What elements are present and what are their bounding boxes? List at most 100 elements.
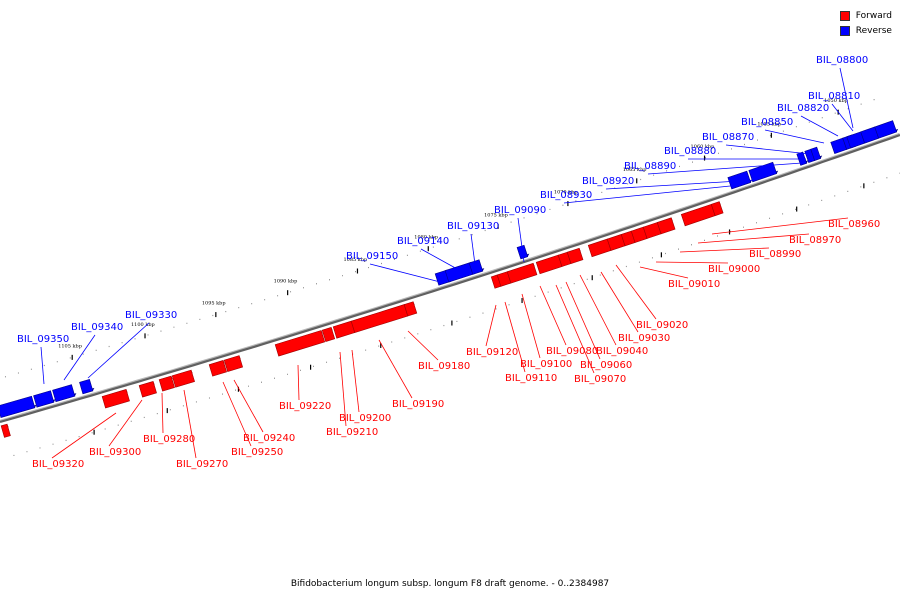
leader-line <box>711 217 849 235</box>
reverse-swatch <box>839 25 850 36</box>
reverse-gene <box>860 126 881 144</box>
reverse-gene <box>810 146 823 161</box>
gene-label-bil-09270: BIL_09270 <box>176 459 228 470</box>
gene-label-bil-09250: BIL_09250 <box>231 447 283 458</box>
reverse-gene <box>79 378 95 395</box>
tick-label: 1090 kbp <box>274 279 298 285</box>
leader-line <box>539 285 567 346</box>
gene-features <box>0 120 899 438</box>
gene-face <box>710 201 724 217</box>
forward-gene <box>321 326 336 342</box>
forward-gene <box>171 369 195 388</box>
gene-face <box>33 390 55 408</box>
leader-line <box>351 349 360 413</box>
reverse-gene <box>830 137 849 154</box>
forward-gene <box>656 217 676 235</box>
leader-line <box>600 271 639 333</box>
leader-line <box>639 266 689 279</box>
gene-label-bil-09330: BIL_09330 <box>125 310 177 321</box>
forward-gene <box>587 238 612 258</box>
gene-label-bil-08990: BIL_08990 <box>749 249 801 260</box>
leader-line <box>40 346 45 385</box>
reverse-gene <box>0 395 37 418</box>
leader-line <box>183 389 197 459</box>
leader-line <box>563 184 741 204</box>
leader-line <box>420 248 460 271</box>
inner-scale-track <box>13 172 900 457</box>
legend-forward: Forward <box>839 8 892 23</box>
gene-face <box>274 330 326 357</box>
gene-label-bil-09220: BIL_09220 <box>279 401 331 412</box>
reverse-gene <box>748 161 779 183</box>
map-caption: Bifidobacterium longum subsp. longum F8 … <box>290 579 610 589</box>
gene-label-bil-08960: BIL_08960 <box>828 219 880 230</box>
gene-label-bil-09280: BIL_09280 <box>143 434 195 445</box>
reverse-gene <box>52 384 77 403</box>
leader-line <box>233 379 264 433</box>
leader-line <box>87 322 150 379</box>
gene-face <box>79 378 94 395</box>
tick-label: 1080 kbp <box>414 235 438 241</box>
leader-line <box>565 281 601 360</box>
gene-face <box>223 355 244 372</box>
tick-label: 1065 kbp <box>623 167 647 173</box>
gene-face <box>656 217 676 235</box>
forward-gene <box>403 301 418 317</box>
leader-line <box>655 261 729 264</box>
leader-line <box>378 339 413 399</box>
gene-label-bil-09300: BIL_09300 <box>89 447 141 458</box>
genome-backbone <box>0 132 900 424</box>
gene-label-bil-09100: BIL_09100 <box>520 359 572 370</box>
reverse-gene <box>33 390 56 408</box>
leader-line <box>831 103 854 132</box>
gene-label-bil-09070: BIL_09070 <box>574 374 626 385</box>
gene-label-bil-09130: BIL_09130 <box>447 221 499 232</box>
leader-line <box>504 301 526 373</box>
gene-label-bil-09110: BIL_09110 <box>505 373 557 384</box>
gene-label-bil-09350: BIL_09350 <box>17 334 69 345</box>
scale-ticks: 1050 kbp 1055 kbp 1060 kbp 1065 kbp 1070 kbp… <box>4 98 900 457</box>
gene-label-bil-09140: BIL_09140 <box>397 236 449 247</box>
leader-line <box>839 67 854 129</box>
forward-gene <box>620 230 636 247</box>
tick-label: 1105 kbp <box>58 343 82 349</box>
forward-gene <box>208 360 228 377</box>
forward-swatch <box>839 10 850 21</box>
forward-gene <box>158 375 175 392</box>
forward-gene <box>496 271 512 287</box>
outer-scale-track <box>4 98 875 378</box>
gene-label-bil-09080: BIL_09080 <box>546 346 598 357</box>
tick-label: 1060 kbp <box>691 144 715 150</box>
leader-line <box>579 274 617 346</box>
leader-line <box>297 364 300 401</box>
gene-face <box>208 360 228 377</box>
forward-gene <box>274 330 326 357</box>
gene-label-bil-08800: BIL_08800 <box>816 55 868 66</box>
gene-label-bil-09010: BIL_09010 <box>668 279 720 290</box>
gene-face <box>587 238 612 258</box>
tick-label: 1095 kbp <box>202 301 226 307</box>
gene-label-bil-09030: BIL_09030 <box>618 333 670 344</box>
gene-label-bil-09200: BIL_09200 <box>339 413 391 424</box>
leader-line <box>407 330 439 361</box>
forward-gene <box>138 381 157 398</box>
leader-line <box>615 264 657 320</box>
gene-label-bil-09340: BIL_09340 <box>71 322 123 333</box>
gene-label-bil-09320: BIL_09320 <box>32 459 84 470</box>
leader-line <box>679 247 770 253</box>
gene-label-bil-08930: BIL_08930 <box>540 190 592 201</box>
gene-face <box>171 369 195 388</box>
gene-label-bil-08820: BIL_08820 <box>777 103 829 114</box>
forward-gene <box>642 222 662 239</box>
leader-line <box>725 144 811 155</box>
tick-label: 1070 kbp <box>554 190 578 196</box>
tick-label: 1100 kbp <box>131 322 155 328</box>
gene-label-bil-09190: BIL_09190 <box>392 399 444 410</box>
leader-line <box>369 263 445 284</box>
leader-line <box>517 217 525 263</box>
gene-face <box>566 247 584 264</box>
gene-label-bil-09150: BIL_09150 <box>346 251 398 262</box>
gene-face <box>158 375 175 392</box>
reverse-gene <box>874 120 899 139</box>
